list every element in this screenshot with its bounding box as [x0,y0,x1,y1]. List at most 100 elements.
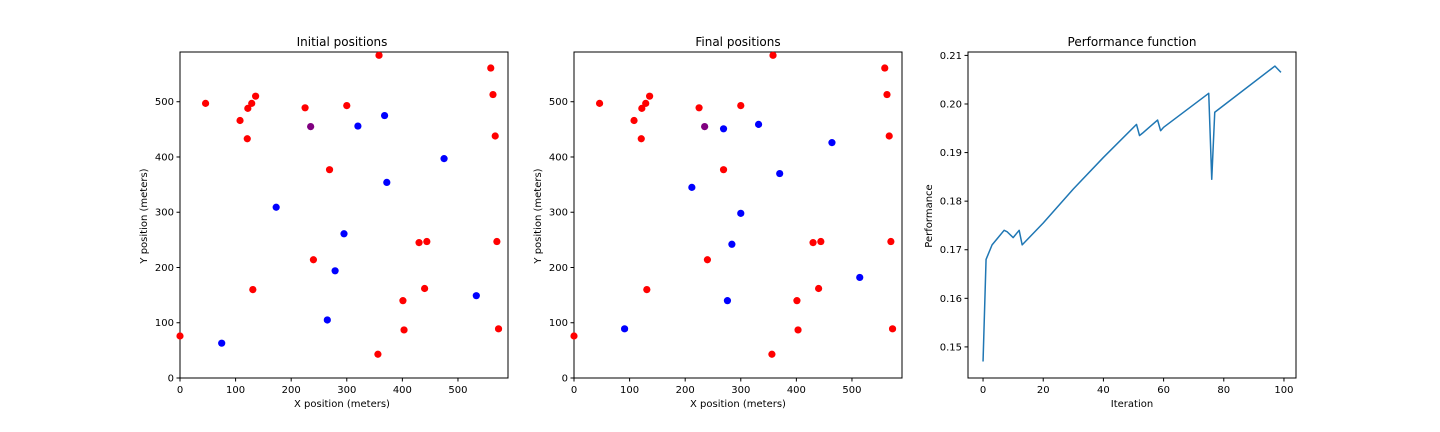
data-point [400,326,408,334]
y-tick-label: 0.15 [940,342,962,353]
y-tick-label: 100 [155,318,174,329]
data-point [768,350,776,358]
data-point [423,237,431,246]
data-point [218,339,226,347]
x-tick-label: 20 [1037,385,1050,396]
data-point [701,122,709,131]
x-tick-label: 500 [842,385,861,396]
data-point [201,99,210,107]
y-tick-label: 500 [549,97,568,108]
data-point [817,237,825,246]
data-point [885,132,893,140]
data-point [737,101,745,110]
y-tick-label: 0.18 [940,197,962,208]
data-point [243,135,251,143]
data-point [354,122,362,130]
data-point [176,332,184,340]
x-axis-label: X position (meters) [690,399,786,410]
data-point [323,316,331,324]
data-point [881,64,889,72]
y-tick-label: 0 [168,374,174,385]
data-point [343,101,351,110]
data-point [719,125,728,133]
y-tick-label: 0.16 [940,294,962,305]
data-point [272,203,280,211]
data-point [493,237,501,246]
x-tick-label: 80 [1217,385,1230,396]
data-point [637,135,645,143]
data-point [794,326,802,334]
y-tick-label: 500 [155,97,174,108]
data-point [695,104,703,112]
data-point [630,116,638,125]
data-point [301,104,309,112]
y-tick-label: 400 [155,152,174,163]
data-point [728,240,736,248]
y-tick-label: 400 [549,152,568,163]
y-tick-label: 0.20 [940,99,962,110]
plot-frame [573,51,903,379]
y-tick-label: 100 [549,318,568,329]
data-point [754,120,763,128]
data-point [620,325,629,333]
data-point [642,99,650,107]
chart-title: Initial positions [297,35,388,49]
y-tick-label: 300 [155,208,174,219]
performance-line [982,65,1282,362]
x-tick-label: 0 [571,385,577,396]
y-tick-label: 300 [549,208,568,219]
data-point [489,90,497,99]
y-tick-label: 0.19 [940,148,962,159]
x-tick-label: 40 [1097,385,1110,396]
data-point [383,178,391,186]
data-point [244,104,252,112]
final-positions-chart: Final positions X position (meters) Y po… [533,35,903,410]
data-point [888,325,897,333]
x-tick-label: 300 [731,385,750,396]
data-point [374,350,382,358]
data-point [809,239,817,247]
data-point [638,104,646,112]
data-point [719,166,728,174]
data-point [494,325,503,333]
data-point [688,183,696,191]
data-point [646,92,654,100]
data-point [380,111,389,120]
data-point [723,297,732,305]
x-axis-label: Iteration [1111,399,1153,410]
data-point [472,292,480,300]
data-point [307,122,315,131]
x-tick-label: 400 [787,385,806,396]
x-tick-label: 60 [1157,385,1170,396]
data-point [309,256,318,264]
y-axis-label: Y position (meters) [139,168,150,264]
data-point [570,332,578,340]
x-tick-label: 400 [393,385,412,396]
data-point [252,92,260,100]
x-tick-label: 300 [337,385,356,396]
x-tick-label: 100 [620,385,639,396]
data-point [325,166,334,174]
y-axis-label: Performance [924,184,935,247]
x-tick-label: 200 [282,385,301,396]
initial-positions-chart: Initial positions X position (meters) Y … [139,35,509,410]
x-tick-label: 100 [1274,385,1293,396]
y-tick-label: 0.21 [940,51,962,62]
data-point [737,209,745,217]
performance-function-chart: Performance function Iteration Performan… [924,35,1297,410]
x-tick-label: 200 [676,385,695,396]
data-point [828,139,836,147]
data-point [643,285,651,294]
data-point [595,99,604,107]
chart-title: Final positions [695,35,780,49]
chart-title: Performance function [1068,35,1197,49]
data-point [415,239,423,247]
data-point [815,284,823,293]
data-point [776,169,784,178]
data-point [375,51,383,59]
x-axis-label: X position (meters) [294,399,390,410]
data-point [248,99,256,107]
x-tick-label: 100 [226,385,245,396]
plot-frame [967,51,1297,379]
